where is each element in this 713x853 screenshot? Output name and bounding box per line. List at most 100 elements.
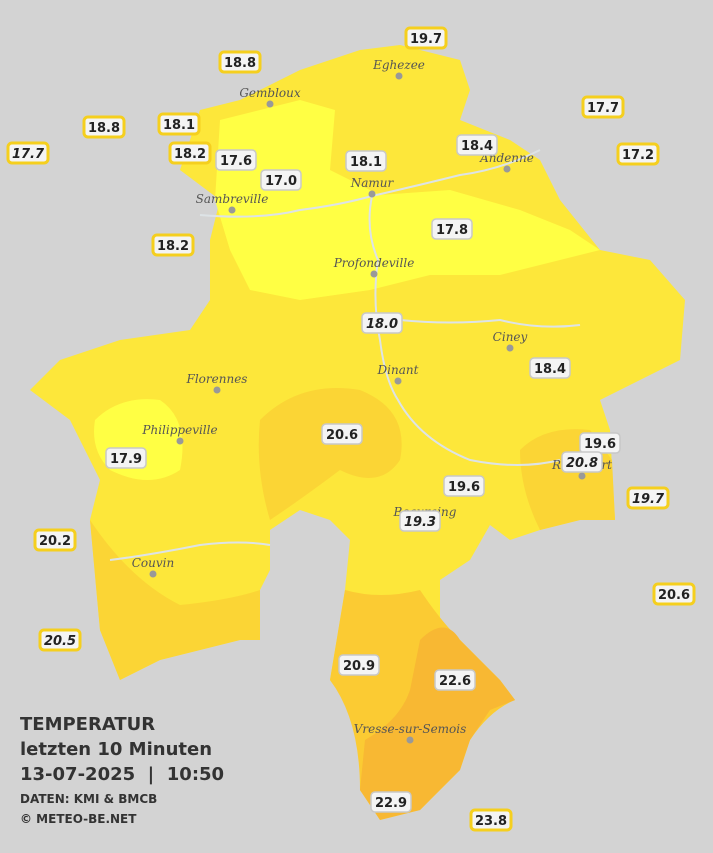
station: 18.0 xyxy=(361,312,403,334)
title-heading: TEMPERATUR xyxy=(20,714,155,735)
city-dot xyxy=(228,206,236,214)
station: 18.4 xyxy=(456,134,498,156)
station-value: 18.4 xyxy=(461,139,493,154)
warm-zone xyxy=(90,520,260,680)
station-value: 19.7 xyxy=(632,492,665,507)
station-value: 17.2 xyxy=(622,148,654,163)
station-box xyxy=(370,791,412,813)
station-box xyxy=(652,582,696,606)
source: DATEN: KMI & BMCB xyxy=(20,792,157,806)
station: 22.6 xyxy=(434,669,476,691)
station: 20.6 xyxy=(652,582,696,606)
station-box xyxy=(581,95,625,119)
station-box xyxy=(616,142,660,166)
city-label: Profondeville xyxy=(333,256,415,270)
station-box xyxy=(338,654,380,676)
station-box xyxy=(215,149,257,171)
station: 17.9 xyxy=(105,447,147,469)
station-box xyxy=(626,486,670,510)
station-box xyxy=(361,312,403,334)
station-box xyxy=(218,50,262,74)
station: 17.7 xyxy=(6,141,50,165)
city-dot xyxy=(503,165,511,173)
station: 18.1 xyxy=(157,112,201,136)
station-box xyxy=(157,112,201,136)
warm-zone xyxy=(258,388,402,520)
station-value: 22.6 xyxy=(439,674,471,689)
station: 20.9 xyxy=(338,654,380,676)
city-dot xyxy=(213,386,221,394)
station-value: 19.3 xyxy=(404,515,436,530)
city-label: Philippeville xyxy=(141,423,217,437)
city-label: Couvin xyxy=(132,556,174,570)
city-label: Sambreville xyxy=(196,192,269,206)
station-value: 19.7 xyxy=(410,32,442,47)
station-value: 18.2 xyxy=(174,147,206,162)
station: 18.8 xyxy=(82,115,126,139)
city-label: Florennes xyxy=(186,372,248,386)
station-value: 17.0 xyxy=(265,174,297,189)
station: 19.3 xyxy=(399,510,441,532)
city-dot xyxy=(266,100,274,108)
station-box xyxy=(399,510,441,532)
station-box xyxy=(434,669,476,691)
station: 20.5 xyxy=(38,628,82,652)
city-dot xyxy=(368,190,376,198)
station: 18.1 xyxy=(345,150,387,172)
station-value: 17.7 xyxy=(587,101,619,116)
hot-zone xyxy=(360,627,515,820)
station-box xyxy=(105,447,147,469)
station-value: 19.6 xyxy=(448,480,480,495)
city-label: Vresse-sur-Semois xyxy=(354,722,467,736)
city-dot xyxy=(149,570,157,578)
station: 22.9 xyxy=(370,791,412,813)
station-value: 18.8 xyxy=(88,121,120,136)
station-value: 20.8 xyxy=(566,456,598,471)
station: 19.7 xyxy=(404,26,448,50)
station-box xyxy=(82,115,126,139)
station-value: 20.9 xyxy=(343,659,375,674)
station-box xyxy=(404,26,448,50)
station-value: 18.1 xyxy=(350,155,382,170)
station-box xyxy=(431,218,473,240)
station: 18.2 xyxy=(168,141,212,165)
station-value: 17.6 xyxy=(220,154,252,169)
station: 18.2 xyxy=(151,233,195,257)
station-value: 20.5 xyxy=(44,634,76,649)
station-box xyxy=(345,150,387,172)
city-label: Eghezee xyxy=(372,58,425,72)
station-value: 20.6 xyxy=(658,588,690,603)
station-value: 17.7 xyxy=(12,147,45,162)
station-box xyxy=(443,475,485,497)
station-value: 20.6 xyxy=(326,428,358,443)
station: 23.8 xyxy=(469,808,513,832)
station: 19.6 xyxy=(579,432,621,454)
station-box xyxy=(38,628,82,652)
station-value: 18.1 xyxy=(163,118,195,133)
station-box xyxy=(33,528,77,552)
station-box xyxy=(469,808,513,832)
station-value: 17.9 xyxy=(110,452,142,467)
city-dot xyxy=(406,736,414,744)
station: 19.7 xyxy=(626,486,670,510)
station: 17.7 xyxy=(581,95,625,119)
station-box xyxy=(168,141,212,165)
city-label: Namur xyxy=(350,176,395,190)
station-value: 22.9 xyxy=(375,796,407,811)
station: 17.0 xyxy=(260,169,302,191)
station: 20.6 xyxy=(321,423,363,445)
station-box xyxy=(456,134,498,156)
station-value: 18.0 xyxy=(366,317,398,332)
station-box xyxy=(151,233,195,257)
title-period: letzten 10 Minuten xyxy=(20,739,212,760)
station-box xyxy=(321,423,363,445)
station-value: 20.2 xyxy=(39,534,71,549)
station: 20.2 xyxy=(33,528,77,552)
station-value: 18.8 xyxy=(224,56,256,71)
station-box xyxy=(260,169,302,191)
station: 19.6 xyxy=(443,475,485,497)
city-label: Dinant xyxy=(377,363,419,377)
city-label: Gembloux xyxy=(239,86,301,100)
